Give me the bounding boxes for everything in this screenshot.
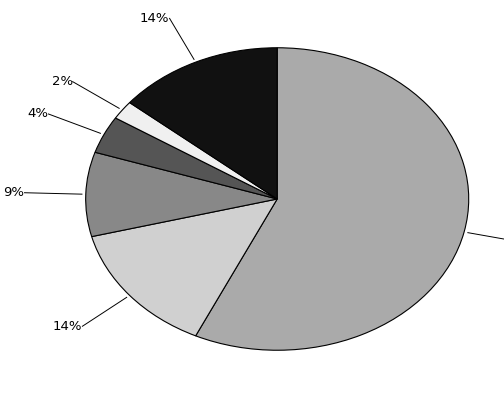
Text: 14%: 14%: [53, 320, 83, 333]
Text: 4%: 4%: [27, 107, 48, 121]
Text: 2%: 2%: [51, 75, 73, 88]
Text: 14%: 14%: [140, 12, 169, 25]
Wedge shape: [130, 48, 277, 199]
Wedge shape: [196, 48, 469, 350]
Wedge shape: [92, 199, 277, 336]
Text: 9%: 9%: [4, 186, 25, 199]
Wedge shape: [86, 152, 277, 237]
Wedge shape: [95, 118, 277, 199]
Wedge shape: [115, 103, 277, 199]
